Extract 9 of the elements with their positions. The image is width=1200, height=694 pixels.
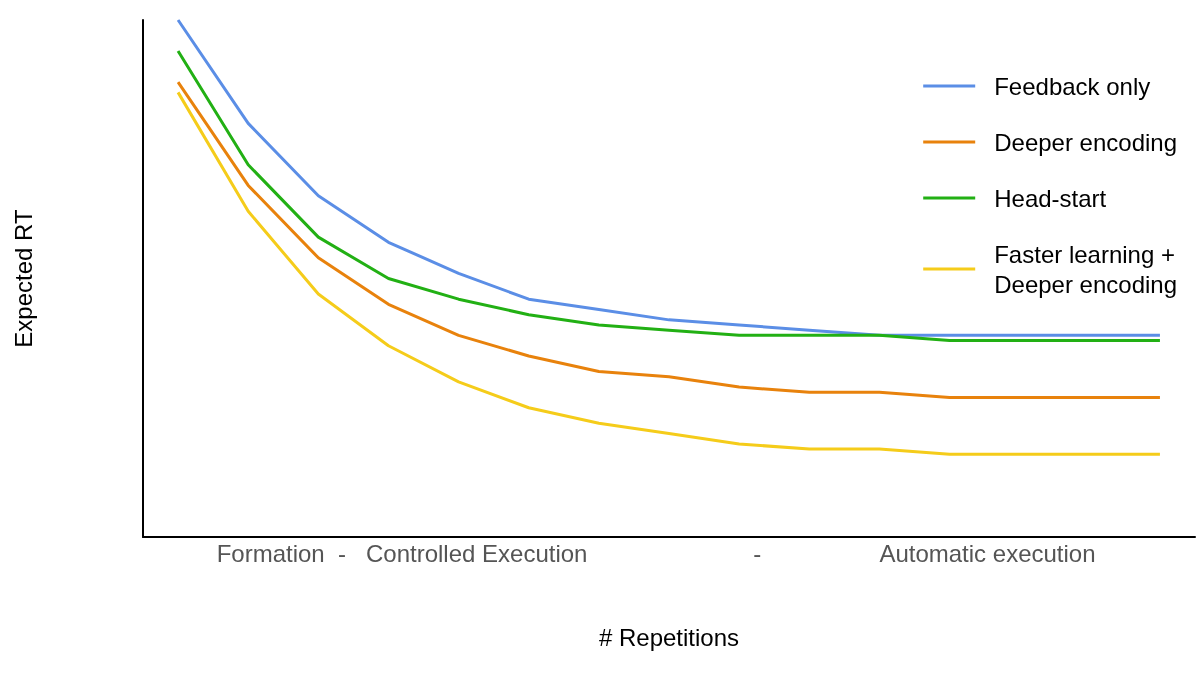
legend-label: Faster learning + Deeper encoding: [994, 240, 1178, 298]
legend-label: Feedback only: [994, 72, 1151, 100]
text: Automatic execution: [879, 539, 1096, 567]
y-axis-title: Expected RT: [9, 209, 37, 348]
legend-label: Deeper encoding: [994, 128, 1178, 156]
x-axis-title: # Repetitions: [598, 623, 740, 651]
text: -: [753, 539, 762, 567]
text: Formation - Controlled Execution: [216, 539, 588, 567]
legend-label: Head-start: [994, 184, 1107, 212]
